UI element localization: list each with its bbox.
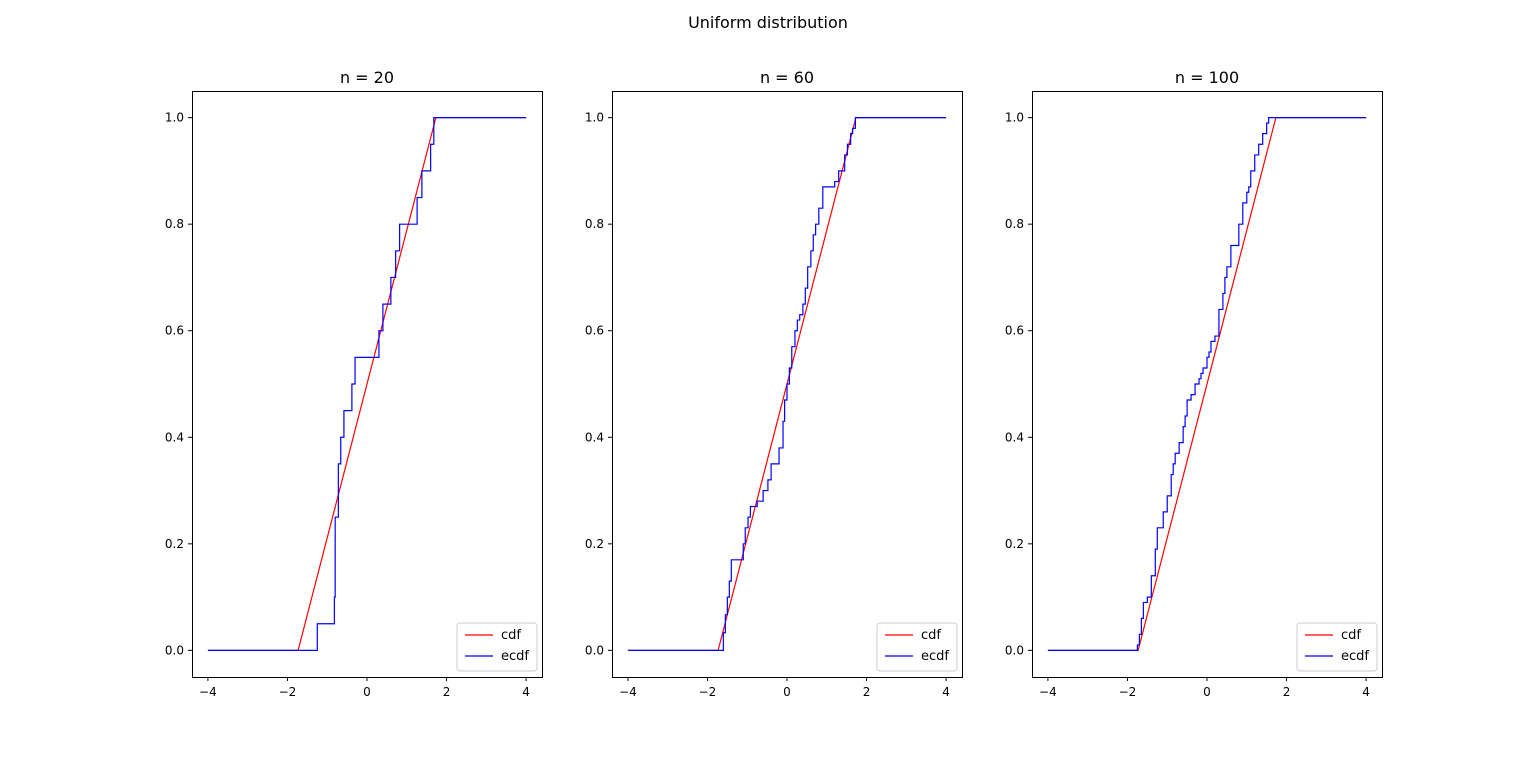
x-tick-label: 0 (363, 685, 371, 699)
legend-label-ecdf: ecdf (501, 649, 529, 664)
x-tick-label: −4 (199, 685, 217, 699)
subplot-title: n = 60 (760, 68, 814, 87)
legend-label-ecdf: ecdf (1341, 649, 1369, 664)
legend-label-cdf: cdf (921, 628, 941, 643)
y-tick-label: 0.8 (1005, 217, 1024, 231)
subplot-1: n = 20 −4 −2 0 2 4 0.0 0.2 0.4 0.6 0.8 1.0 cdf ecdf (165, 68, 543, 699)
legend: cdf ecdf (1296, 622, 1378, 672)
y-tick-label: 0.4 (165, 430, 184, 444)
x-tick-label: −2 (699, 685, 717, 699)
x-tick-label: 4 (1362, 685, 1370, 699)
x-tick-label: 4 (522, 685, 530, 699)
x-tick-label: −4 (1039, 685, 1057, 699)
y-tick-label: 0.2 (1005, 537, 1024, 551)
subplot-title: n = 100 (1175, 68, 1239, 87)
series-line-ecdf (207, 117, 527, 651)
x-tick-label: −2 (1119, 685, 1137, 699)
x-tick-label: −4 (619, 685, 637, 699)
y-tick-label: 0.6 (1005, 324, 1024, 338)
y-tick-label: 0.2 (585, 537, 604, 551)
figure-title: Uniform distribution (688, 13, 848, 32)
x-tick-label: 2 (863, 685, 871, 699)
y-tick-label: 0.4 (585, 430, 604, 444)
subplot-2: n = 60 −4 −2 0 2 4 0.0 0.2 0.4 0.6 0.8 1.0 cdf ecdf (585, 68, 963, 699)
y-tick-label: 0.4 (1005, 430, 1024, 444)
series-line-ecdf (627, 117, 947, 651)
x-tick-label: 0 (783, 685, 791, 699)
y-tick-label: 1.0 (1005, 111, 1024, 125)
y-tick-label: 0.8 (585, 217, 604, 231)
y-tick-label: 0.0 (165, 643, 184, 657)
legend-label-cdf: cdf (501, 628, 521, 643)
subplot-panels: n = 20−4 −2 0 2 40.00.20.40.60.81.0cdfecdfn … (165, 68, 1383, 699)
subplot-title: n = 20 (340, 68, 394, 87)
y-tick-label: 0.8 (165, 217, 184, 231)
y-tick-label: 0.0 (585, 643, 604, 657)
axes-frame (192, 91, 543, 678)
y-tick-label: 0.6 (585, 324, 604, 338)
x-tick-label: 2 (1283, 685, 1291, 699)
subplot-3: n = 100 −4 −2 0 2 4 0.0 0.2 0.4 0.6 0.8 1.0 cdf ecdf (1005, 68, 1383, 699)
y-tick-label: 1.0 (165, 111, 184, 125)
x-tick-label: 2 (443, 685, 451, 699)
y-tick-label: 0.2 (165, 537, 184, 551)
legend: cdf ecdf (456, 622, 538, 672)
axes-frame (1032, 91, 1383, 678)
legend: cdf ecdf (876, 622, 958, 672)
x-tick-label: −2 (279, 685, 297, 699)
series-line-cdf (207, 117, 527, 651)
x-tick-label: 0 (1203, 685, 1211, 699)
y-tick-label: 0.6 (165, 324, 184, 338)
legend-label-cdf: cdf (1341, 628, 1361, 643)
x-tick-label: 4 (942, 685, 950, 699)
y-tick-label: 0.0 (1005, 643, 1024, 657)
legend-label-ecdf: ecdf (921, 649, 949, 664)
series-line-ecdf (1047, 117, 1367, 651)
series-line-cdf (1047, 117, 1367, 651)
y-tick-label: 1.0 (585, 111, 604, 125)
